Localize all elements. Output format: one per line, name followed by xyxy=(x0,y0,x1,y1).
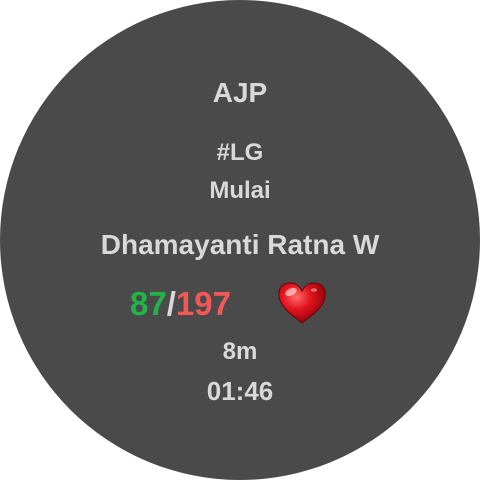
score-good-count: 87 xyxy=(130,285,167,322)
person-name: Dhamayanti Ratna W xyxy=(100,229,380,260)
score-total-count: 197 xyxy=(175,285,231,322)
session-location: Mulai xyxy=(209,177,271,204)
elapsed-time: 8m xyxy=(222,338,258,365)
score-counter: 87/197 xyxy=(130,287,231,320)
score-separator: / xyxy=(166,285,176,322)
app-title: AJP xyxy=(212,77,268,108)
session-tag: #LG xyxy=(216,139,264,166)
clock-time: 01:46 xyxy=(206,376,274,406)
heart-icon xyxy=(278,282,326,324)
